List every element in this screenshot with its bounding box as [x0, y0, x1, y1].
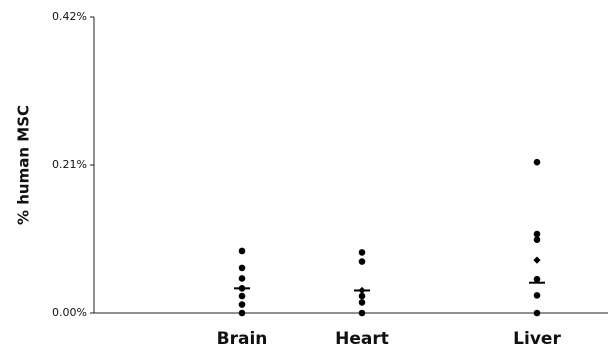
axes [93, 17, 608, 314]
data-point [533, 309, 541, 317]
data-point-diamond [533, 256, 541, 264]
data-point [238, 309, 246, 317]
data-point [358, 249, 366, 256]
y-tick-label: 0.42% [52, 10, 87, 23]
data-point [358, 299, 366, 306]
data-point [238, 275, 246, 282]
data-point [533, 158, 541, 166]
y-axis-title: % human MSC [15, 105, 33, 225]
data-point [533, 292, 541, 299]
data-point [238, 292, 246, 300]
y-tick-label: 0.21% [52, 158, 87, 171]
data-point [533, 275, 541, 283]
x-category-label: Brain [217, 329, 268, 349]
data-point [358, 292, 366, 300]
data-point [238, 247, 246, 255]
x-category-label: Liver [513, 329, 561, 349]
data-point [533, 230, 541, 238]
y-ticks: 0.00% 0.21% 0.42% [52, 10, 94, 319]
data-marks [234, 158, 545, 317]
data-point [238, 301, 246, 308]
data-point [358, 258, 366, 265]
x-category-label: Heart [335, 329, 389, 349]
data-point [238, 264, 246, 272]
x-labels: Brain Heart Liver [217, 329, 562, 349]
y-tick-label: 0.00% [52, 306, 87, 319]
data-point [533, 236, 541, 244]
data-point [358, 309, 366, 317]
